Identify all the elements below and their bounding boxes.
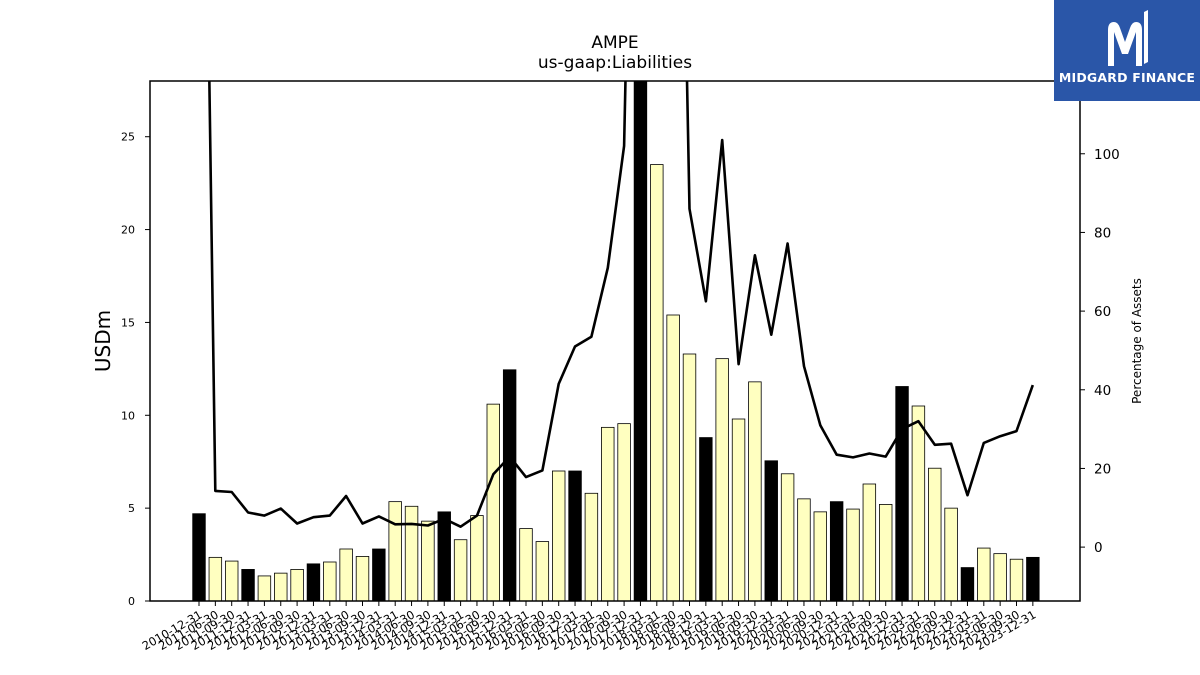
midgard-logo-icon	[1108, 10, 1148, 66]
y-tick-label: 5	[128, 502, 135, 515]
annual-bar	[633, 80, 648, 602]
y-tick-label: 15	[121, 316, 135, 329]
y2-tick-label: 60	[1094, 304, 1111, 320]
quarterly-bar	[535, 541, 550, 602]
bar-series	[192, 80, 1040, 602]
quarterly-bar	[1009, 558, 1024, 602]
plot-frame	[149, 80, 1081, 602]
quarterly-bar	[731, 418, 746, 602]
annual-bar	[960, 567, 975, 602]
annual-bar	[1026, 556, 1040, 602]
y2-tick-label: 20	[1094, 461, 1111, 477]
quarterly-bar	[257, 575, 272, 602]
quarterly-bar	[993, 553, 1007, 602]
annual-bar	[829, 501, 844, 602]
quarterly-bar	[486, 403, 501, 602]
quarterly-bar	[453, 539, 468, 602]
quarterly-bar	[323, 561, 337, 602]
chart-subtitle: us-gaap:Liabilities	[538, 53, 692, 73]
y-axis-label: USDm	[91, 310, 115, 372]
quarterly-bar	[944, 507, 958, 602]
y2-tick-label: 100	[1094, 147, 1120, 163]
percentage-line-series	[208, 81, 1035, 529]
quarterly-bar	[928, 467, 942, 602]
left-axis-ticks: 0 5 10 15 20 25	[121, 131, 150, 608]
quarterly-bar	[519, 528, 533, 602]
quarterly-bar	[290, 569, 304, 602]
quarterly-bar	[601, 426, 615, 602]
y-tick-label: 20	[121, 224, 135, 237]
quarterly-bar	[813, 511, 828, 602]
x-axis-ticks: 2010-12-312011-06-302011-09-302011-12-31…	[140, 601, 1038, 653]
annual-bar	[764, 460, 778, 602]
quarterly-bar	[879, 504, 893, 602]
annual-bar	[372, 548, 386, 602]
percentage-line	[208, 81, 1035, 529]
quarterly-bar	[421, 520, 435, 602]
y2-tick-label: 0	[1094, 540, 1103, 556]
quarterly-bar	[224, 560, 239, 602]
annual-bar	[306, 563, 321, 602]
annual-bar	[241, 569, 255, 602]
y-tick-label: 25	[121, 131, 135, 144]
quarterly-bar	[780, 473, 795, 602]
quarterly-bar	[274, 572, 288, 602]
y-tick-label: 0	[128, 595, 135, 608]
quarterly-bar	[715, 358, 729, 602]
annual-bar	[192, 513, 206, 602]
quarterly-bar	[666, 314, 680, 602]
chart-title: AMPE	[591, 33, 638, 53]
y2-axis-label: Percentage of Assets	[1130, 278, 1144, 404]
quarterly-bar	[552, 470, 566, 602]
annual-bar	[895, 386, 909, 602]
annual-bar	[502, 369, 517, 602]
brand-name: MIDGARD FINANCE	[1058, 70, 1196, 85]
right-axis-ticks: 0 20 40 60 80 100	[1080, 147, 1120, 556]
quarterly-bar	[355, 556, 370, 602]
quarterly-bar	[470, 515, 484, 602]
annual-bar	[568, 470, 582, 602]
quarterly-bar	[682, 353, 697, 602]
quarterly-bar	[404, 505, 419, 602]
annual-bar	[699, 437, 713, 602]
quarterly-bar	[797, 498, 811, 602]
quarterly-bar	[862, 483, 877, 602]
quarterly-bar	[748, 381, 762, 602]
quarterly-bar	[584, 492, 599, 602]
quarterly-bar	[846, 508, 860, 602]
quarterly-bar	[650, 164, 664, 602]
midgard-finance-logo: MIDGARD FINANCE	[1054, 0, 1200, 101]
quarterly-bar	[617, 423, 631, 602]
quarterly-bar	[388, 501, 402, 602]
y2-tick-label: 80	[1094, 225, 1111, 241]
quarterly-bar	[977, 547, 991, 602]
y2-tick-label: 40	[1094, 383, 1111, 399]
quarterly-bar	[911, 405, 926, 602]
y-tick-label: 10	[121, 409, 135, 422]
annual-bar	[437, 511, 451, 602]
quarterly-bar	[339, 548, 353, 602]
quarterly-bar	[208, 556, 223, 602]
